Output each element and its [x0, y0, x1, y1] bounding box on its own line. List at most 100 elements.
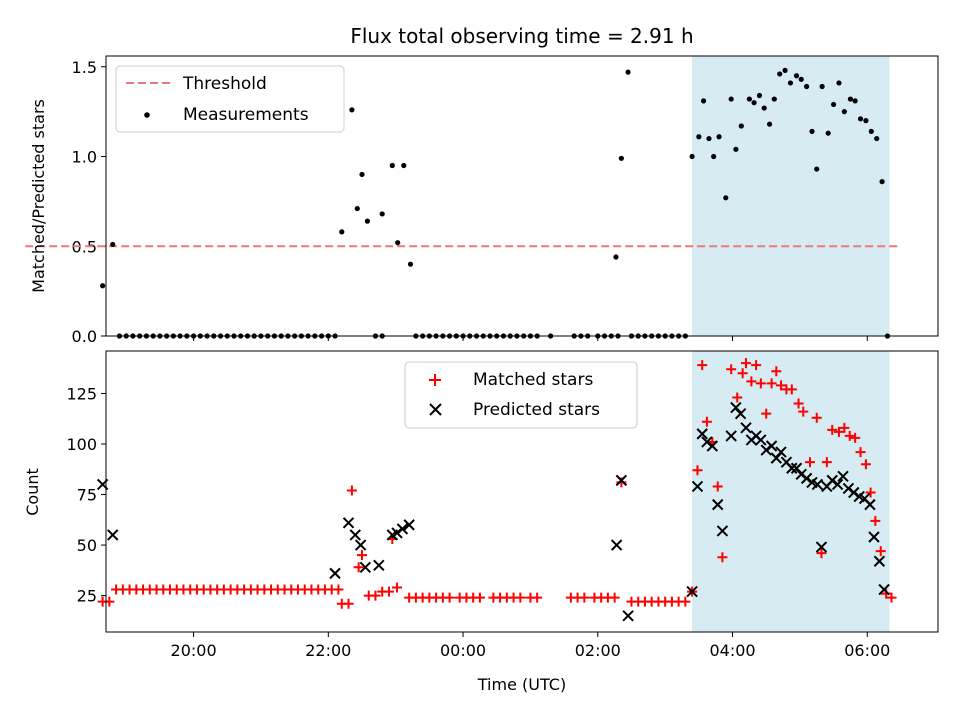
x-axis-label: Time (UTC) — [477, 675, 566, 694]
matched-point — [827, 424, 838, 435]
predicted-point — [354, 539, 367, 551]
measurement-point — [863, 118, 869, 124]
measurement-point — [841, 109, 847, 115]
predicted-point — [740, 422, 752, 434]
measurement-point — [766, 121, 773, 127]
predicted-point — [610, 539, 623, 551]
measurement-point — [349, 107, 355, 113]
predicted-point — [349, 529, 361, 541]
matched-point — [333, 584, 344, 595]
bottom-plot-frame — [105, 350, 939, 633]
y-tick-label: 25 — [77, 587, 97, 606]
measurement-point — [389, 162, 395, 169]
measurement-point — [819, 83, 825, 90]
matched-point — [844, 430, 855, 441]
measurement-point — [728, 96, 734, 102]
measurement-point — [716, 134, 722, 140]
measurement-point — [738, 123, 744, 129]
matched-point — [474, 592, 485, 603]
bottom-panel: 20:00 22:00 00:00 02:00 04:00 06:00 25 50 75 100 1… — [23, 350, 939, 694]
predicted-point — [107, 529, 119, 541]
matched-point — [370, 590, 381, 601]
measurement-point — [782, 67, 788, 73]
measurement-point — [798, 76, 804, 82]
matched-point — [353, 562, 364, 573]
x-tick-label: 04:00 — [709, 641, 755, 660]
measurement-point — [689, 153, 695, 160]
measurement-point — [787, 80, 794, 86]
matched-point — [776, 380, 787, 391]
matched-point — [870, 515, 881, 526]
measurement-point — [359, 171, 365, 178]
y-tick-label: 1.0 — [72, 148, 97, 167]
y-tick-label: 100 — [66, 435, 97, 454]
matched-point — [680, 596, 691, 607]
matched-point — [761, 408, 772, 419]
legend-predicted-swatch — [429, 403, 442, 416]
x-tick-label: 02:00 — [575, 641, 621, 660]
bottom-shaded-span — [692, 351, 890, 632]
y-tick-label: 50 — [77, 536, 97, 555]
matched-point — [609, 592, 620, 603]
measurement-point — [847, 96, 854, 102]
matched-point — [392, 582, 403, 593]
chart-title: Flux total observing time = 2.91 h — [350, 24, 693, 48]
predicted-point — [615, 474, 628, 487]
matched-point — [811, 412, 822, 423]
matched-point — [865, 487, 876, 498]
measurement-point — [711, 153, 717, 160]
measurement-point — [354, 205, 360, 212]
y-tick-label: 125 — [66, 384, 97, 403]
y-tick-label: 1.5 — [72, 58, 97, 77]
matched-point — [737, 368, 748, 379]
measurement-point — [401, 162, 407, 169]
matched-point — [860, 459, 871, 470]
measurement-point — [618, 155, 624, 161]
predicted-point — [342, 517, 355, 529]
x-tick-label: 20:00 — [171, 641, 217, 660]
matched-point — [771, 366, 782, 377]
measurement-point — [756, 92, 763, 99]
measurement-point — [751, 100, 757, 106]
predicted-point — [691, 480, 704, 493]
measurement-point — [809, 128, 815, 134]
predicted-point — [755, 434, 767, 446]
matched-point — [532, 592, 543, 603]
matched-point — [798, 406, 809, 417]
y-tick-label: 0.0 — [72, 327, 97, 346]
matched-point — [357, 550, 367, 561]
matched-point — [755, 378, 766, 389]
measurement-point — [777, 71, 783, 77]
x-tick-label: 00:00 — [440, 641, 486, 660]
matched-point — [741, 358, 751, 369]
predicted-point — [873, 555, 886, 567]
matched-point — [839, 422, 850, 433]
predicted-point — [396, 523, 409, 535]
measurement-point — [395, 240, 401, 246]
matched-point — [821, 457, 832, 468]
measurement-point — [814, 166, 820, 172]
matched-point — [833, 426, 844, 437]
predicted-point — [878, 583, 890, 596]
measurement-point — [339, 229, 345, 235]
legend-matched-label: Matched stars — [473, 370, 593, 390]
top-panel: Flux total observing time = 2.91 h 0.0 0.… — [25, 24, 939, 346]
bottom-legend: Matched stars Predicted stars — [404, 361, 638, 429]
matched-point — [786, 384, 797, 395]
measurement-point — [793, 73, 800, 79]
measurement-point — [771, 96, 777, 102]
predicted-point — [686, 585, 698, 598]
predicted-point — [786, 462, 798, 474]
measurement-point — [852, 98, 858, 104]
measurement-point — [830, 101, 837, 108]
measurement-point — [804, 83, 810, 90]
measurement-point — [857, 116, 864, 122]
matched-point — [444, 592, 455, 603]
predicted-point — [696, 428, 708, 440]
matched-point — [855, 447, 866, 458]
matched-point — [805, 457, 815, 468]
matched-point — [793, 398, 804, 409]
measurement-point — [879, 179, 885, 185]
measurement-point — [825, 130, 831, 136]
